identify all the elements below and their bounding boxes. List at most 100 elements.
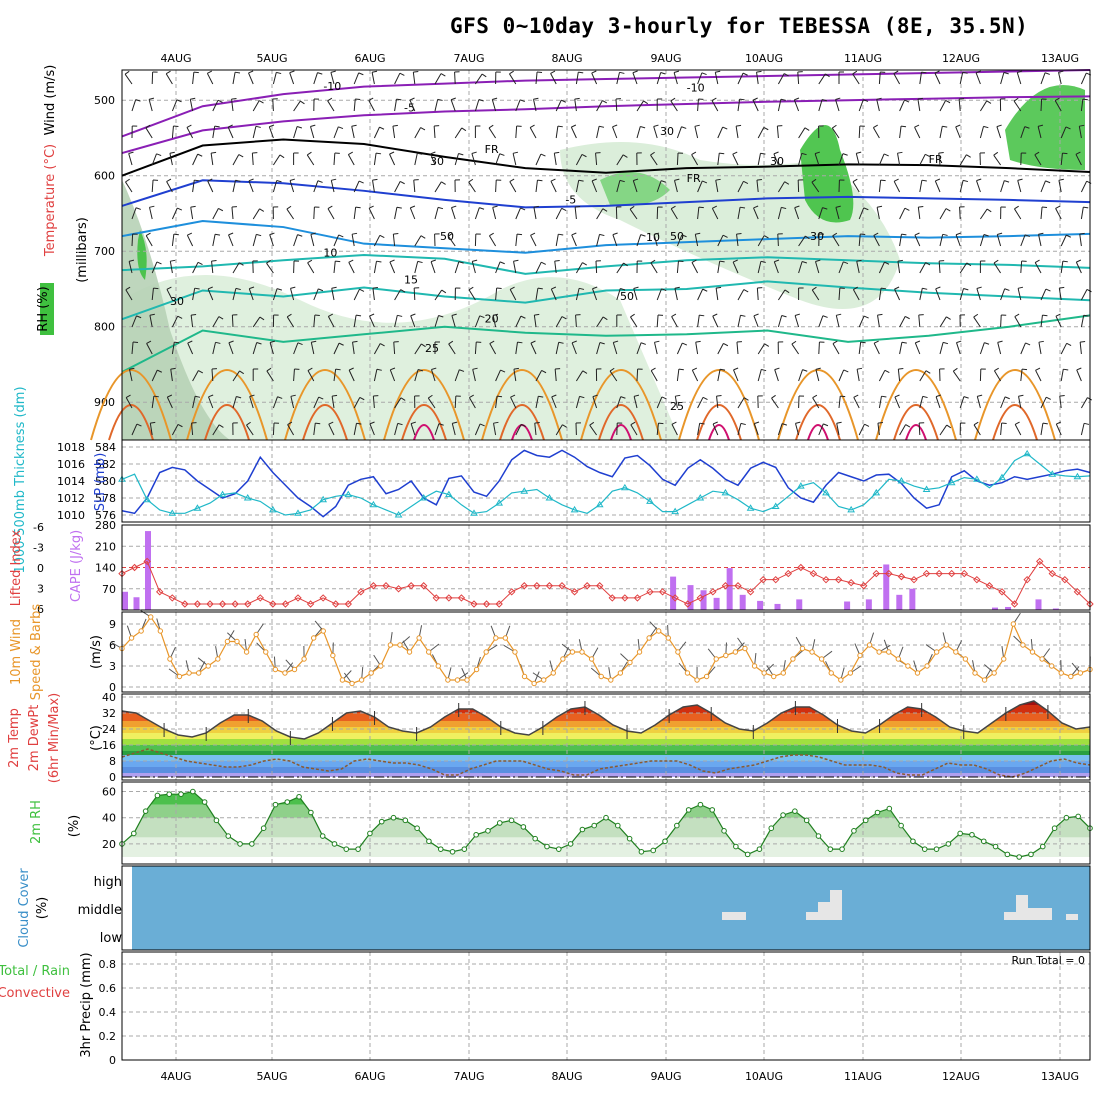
wind-barb [192, 262, 199, 274]
wind-barb [368, 100, 375, 112]
rh-marker [1051, 825, 1058, 832]
wind-barb [919, 154, 926, 166]
wind-barb-flag [963, 287, 969, 291]
wind-barb-flag [853, 286, 858, 290]
wind-barb-flag [691, 259, 697, 263]
wind-barb-flag [458, 152, 464, 156]
cape-bar [992, 607, 998, 610]
wind-barb [716, 396, 719, 409]
wind-barb [248, 180, 254, 193]
wind-barb [488, 235, 497, 247]
wind-barb [899, 342, 903, 355]
wind-barb-flag [238, 262, 244, 266]
wind-speed-marker [167, 656, 173, 662]
wind-barb-flag [258, 100, 264, 104]
minmax-label: (6hr Min/Max) [47, 693, 62, 783]
wind-barb [293, 100, 301, 112]
wind-barb [488, 127, 497, 139]
wind-barb [410, 423, 416, 436]
wind-barb [125, 397, 133, 409]
wind-barb-flag [297, 342, 303, 346]
wind-barb [633, 288, 638, 301]
wind-barb-flag [472, 259, 478, 262]
wind-barb-flag [194, 287, 200, 290]
wind-barb [737, 315, 741, 328]
lifted-marker [394, 585, 403, 593]
cape-tick: 70 [102, 583, 116, 596]
wind-barb-flag [791, 340, 797, 345]
wind-barb-flag [620, 288, 626, 291]
wind-frame [121, 611, 1091, 693]
lifted-marker [281, 600, 290, 608]
wind-barb [373, 343, 381, 355]
wind-barb [187, 342, 194, 355]
warm-isotherm-arch [383, 369, 465, 441]
wind-barb-flag [227, 124, 233, 128]
wind-barb [1014, 208, 1022, 220]
wind-barb [615, 98, 618, 112]
wind-speed-marker [195, 670, 202, 676]
wind-barb [1013, 100, 1022, 112]
lifted-marker [357, 588, 365, 596]
top-day-label: 11AUG [844, 52, 882, 65]
wind-barb [575, 370, 584, 382]
wind-barb [269, 342, 274, 355]
wind-speed-marker [675, 649, 681, 655]
wind-barb-flag [986, 208, 992, 213]
wind-barb-flag [702, 288, 708, 292]
wind-barb-flag [1044, 72, 1050, 75]
top-day-label: 8AUG [551, 52, 582, 65]
wind-barb [712, 423, 719, 436]
wind-barb [474, 423, 481, 436]
wind-barb-flag [348, 259, 354, 263]
wind-barb-flag [557, 125, 563, 128]
wind-barb [736, 234, 739, 247]
wind-speed-marker [847, 670, 854, 676]
wind-barb-flag [153, 287, 159, 290]
wind-barb-flag [873, 232, 879, 236]
wind-barb-flag [753, 313, 759, 317]
wind-barb-flag [942, 341, 949, 345]
wind-barb-flag [193, 71, 199, 74]
lifted-marker [520, 582, 528, 590]
wind-barb-flag [513, 259, 519, 262]
rh-marker [638, 848, 645, 855]
wind-speed-marker [454, 677, 461, 683]
wind-barb [1076, 369, 1082, 382]
rh-marker [532, 835, 538, 842]
wind-barb-flag [368, 97, 374, 101]
cape-bar [739, 594, 746, 610]
wind-barb-flag [469, 394, 474, 399]
wind-barb [959, 396, 965, 409]
cloud-unit-label: (%) [35, 897, 50, 920]
wind-barb [956, 342, 961, 355]
wind-barb-flag [571, 232, 577, 236]
wind-barb [333, 342, 340, 355]
wind-speed-marker [464, 677, 470, 683]
wind-barb [331, 288, 335, 301]
wind-barb-flag [1058, 70, 1064, 73]
lifted-marker [872, 569, 880, 578]
wind-barb [171, 342, 175, 355]
wind-barb-flag [629, 205, 635, 210]
wind-barb-flag [917, 97, 923, 100]
wind-barb-flag [671, 421, 677, 425]
cape-bar [700, 590, 707, 610]
wind-barb [434, 423, 440, 436]
total-rain-label: Total / Rain [0, 964, 70, 979]
cape-bar [865, 599, 872, 610]
wind-barb-flag [671, 313, 677, 317]
wind-barb [212, 316, 220, 328]
wind-barb [676, 234, 683, 247]
wind-barb [272, 288, 278, 301]
thickness-marker [620, 483, 629, 491]
wind-barb [1060, 234, 1067, 247]
wind-barb-flag [654, 340, 660, 343]
wind-barb [1040, 207, 1043, 220]
wind-barb [596, 316, 604, 328]
wind-barb [856, 261, 860, 274]
wind-barb [838, 396, 841, 409]
wind-barb [550, 288, 557, 301]
thickness-marker [1048, 470, 1057, 477]
wind-barb-flag [307, 367, 313, 371]
